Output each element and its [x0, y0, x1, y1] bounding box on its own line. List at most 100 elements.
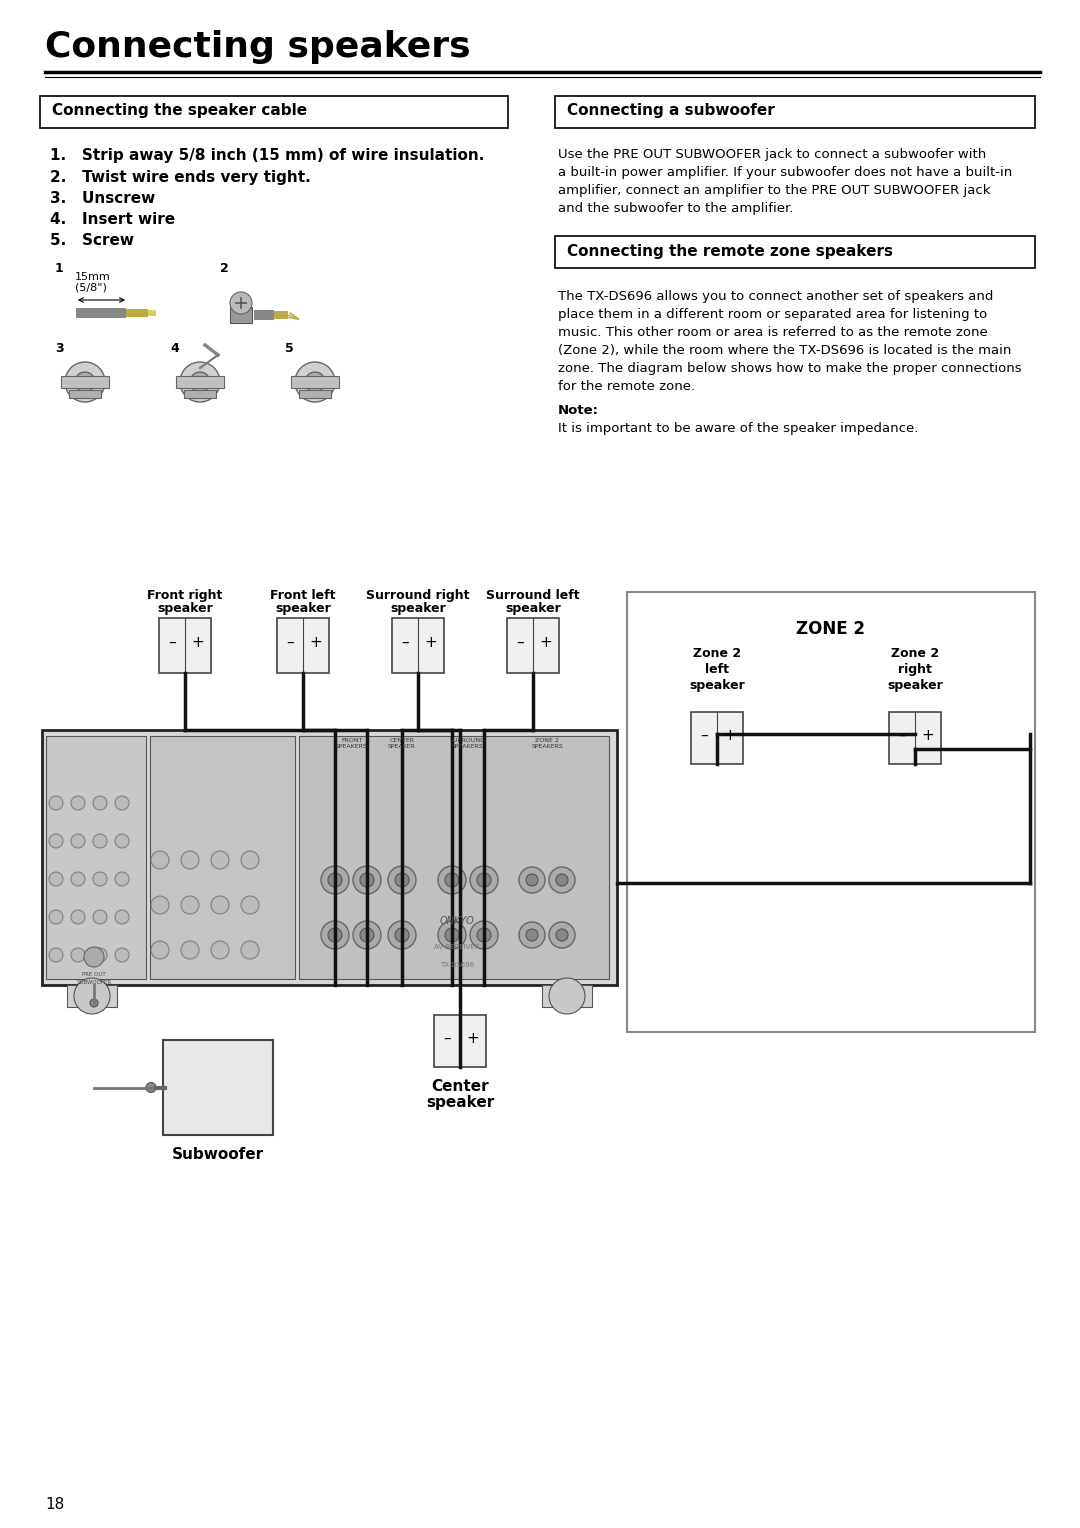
- Text: –: –: [286, 636, 294, 651]
- Circle shape: [181, 851, 199, 869]
- Bar: [542, 986, 592, 1007]
- Circle shape: [211, 941, 229, 960]
- Circle shape: [114, 796, 129, 810]
- Circle shape: [75, 371, 95, 393]
- Text: –: –: [700, 727, 707, 743]
- Text: 1.   Strip away 5/8 inch (15 mm) of wire insulation.: 1. Strip away 5/8 inch (15 mm) of wire i…: [50, 148, 484, 163]
- Bar: [555, 235, 1035, 267]
- Circle shape: [180, 362, 220, 402]
- Text: Zone 2: Zone 2: [891, 646, 940, 660]
- Bar: [163, 1041, 273, 1135]
- Text: music. This other room or area is referred to as the remote zone: music. This other room or area is referr…: [558, 325, 988, 339]
- Text: speaker: speaker: [887, 678, 943, 692]
- Bar: [274, 312, 288, 319]
- Text: Connecting a subwoofer: Connecting a subwoofer: [567, 102, 774, 118]
- Circle shape: [146, 1082, 156, 1093]
- Text: 3.   Unscrew: 3. Unscrew: [50, 191, 156, 206]
- Bar: [159, 617, 211, 672]
- Circle shape: [230, 292, 252, 313]
- Text: Connecting the speaker cable: Connecting the speaker cable: [52, 102, 307, 118]
- Text: Connecting speakers: Connecting speakers: [45, 31, 471, 64]
- Bar: [230, 307, 252, 322]
- Text: –: –: [401, 636, 409, 651]
- Circle shape: [114, 947, 129, 963]
- Bar: [299, 390, 330, 397]
- Bar: [60, 376, 109, 388]
- Text: Subwoofer: Subwoofer: [172, 1148, 265, 1161]
- Bar: [555, 96, 1035, 128]
- Text: speaker: speaker: [157, 602, 213, 614]
- Circle shape: [526, 874, 538, 886]
- Text: –: –: [516, 636, 524, 651]
- Circle shape: [71, 947, 85, 963]
- Text: 3: 3: [55, 342, 64, 354]
- Text: ZONE 2: ZONE 2: [797, 620, 865, 639]
- Text: (Zone 2), while the room where the TX-DS696 is located is the main: (Zone 2), while the room where the TX-DS…: [558, 344, 1011, 358]
- Circle shape: [353, 921, 381, 949]
- Text: Zone 2: Zone 2: [693, 646, 741, 660]
- Text: 1: 1: [55, 261, 64, 275]
- Text: 2.   Twist wire ends very tight.: 2. Twist wire ends very tight.: [50, 170, 311, 185]
- Bar: [176, 376, 224, 388]
- Circle shape: [328, 872, 342, 886]
- Text: for the remote zone.: for the remote zone.: [558, 380, 696, 393]
- Text: +: +: [540, 636, 552, 651]
- Circle shape: [71, 872, 85, 886]
- Text: SURROUND
SPEAKERS: SURROUND SPEAKERS: [450, 738, 486, 749]
- Circle shape: [114, 834, 129, 848]
- Circle shape: [321, 866, 349, 894]
- Text: Front right: Front right: [147, 588, 222, 602]
- Circle shape: [49, 947, 63, 963]
- Circle shape: [90, 999, 98, 1007]
- Text: –: –: [168, 636, 176, 651]
- Circle shape: [84, 947, 104, 967]
- Text: 4: 4: [170, 342, 179, 354]
- Bar: [69, 390, 102, 397]
- Text: 15mm: 15mm: [75, 272, 111, 283]
- Circle shape: [549, 978, 585, 1015]
- Text: speaker: speaker: [426, 1096, 495, 1109]
- Bar: [299, 736, 609, 979]
- Text: –: –: [899, 727, 906, 743]
- Text: speaker: speaker: [275, 602, 330, 614]
- Circle shape: [75, 978, 110, 1015]
- Circle shape: [295, 362, 335, 402]
- Bar: [889, 712, 941, 764]
- Text: +: +: [424, 636, 437, 651]
- Text: (5/8"): (5/8"): [75, 283, 107, 293]
- Bar: [392, 617, 444, 672]
- Text: +: +: [467, 1031, 480, 1045]
- Text: +: +: [724, 727, 737, 743]
- Circle shape: [93, 911, 107, 924]
- Circle shape: [470, 921, 498, 949]
- Text: speaker: speaker: [505, 602, 561, 614]
- Circle shape: [181, 895, 199, 914]
- Text: place them in a different room or separated area for listening to: place them in a different room or separa…: [558, 309, 987, 321]
- Circle shape: [114, 872, 129, 886]
- Text: 5: 5: [285, 342, 294, 354]
- Circle shape: [549, 921, 575, 947]
- Text: left: left: [705, 663, 729, 675]
- Circle shape: [211, 851, 229, 869]
- Circle shape: [438, 866, 465, 894]
- Circle shape: [388, 866, 416, 894]
- Bar: [691, 712, 743, 764]
- Bar: [291, 376, 339, 388]
- Bar: [434, 1015, 486, 1067]
- Circle shape: [71, 796, 85, 810]
- Text: Center: Center: [431, 1079, 489, 1094]
- Circle shape: [241, 851, 259, 869]
- Circle shape: [241, 895, 259, 914]
- Text: +: +: [310, 636, 322, 651]
- Circle shape: [395, 927, 409, 941]
- Circle shape: [321, 921, 349, 949]
- Bar: [184, 390, 216, 397]
- Circle shape: [71, 911, 85, 924]
- Text: Surround right: Surround right: [366, 588, 470, 602]
- Text: The TX-DS696 allows you to connect another set of speakers and: The TX-DS696 allows you to connect anoth…: [558, 290, 994, 303]
- Circle shape: [556, 929, 568, 941]
- Text: 18: 18: [45, 1497, 64, 1513]
- Circle shape: [470, 866, 498, 894]
- Circle shape: [360, 927, 374, 941]
- Bar: [126, 309, 148, 316]
